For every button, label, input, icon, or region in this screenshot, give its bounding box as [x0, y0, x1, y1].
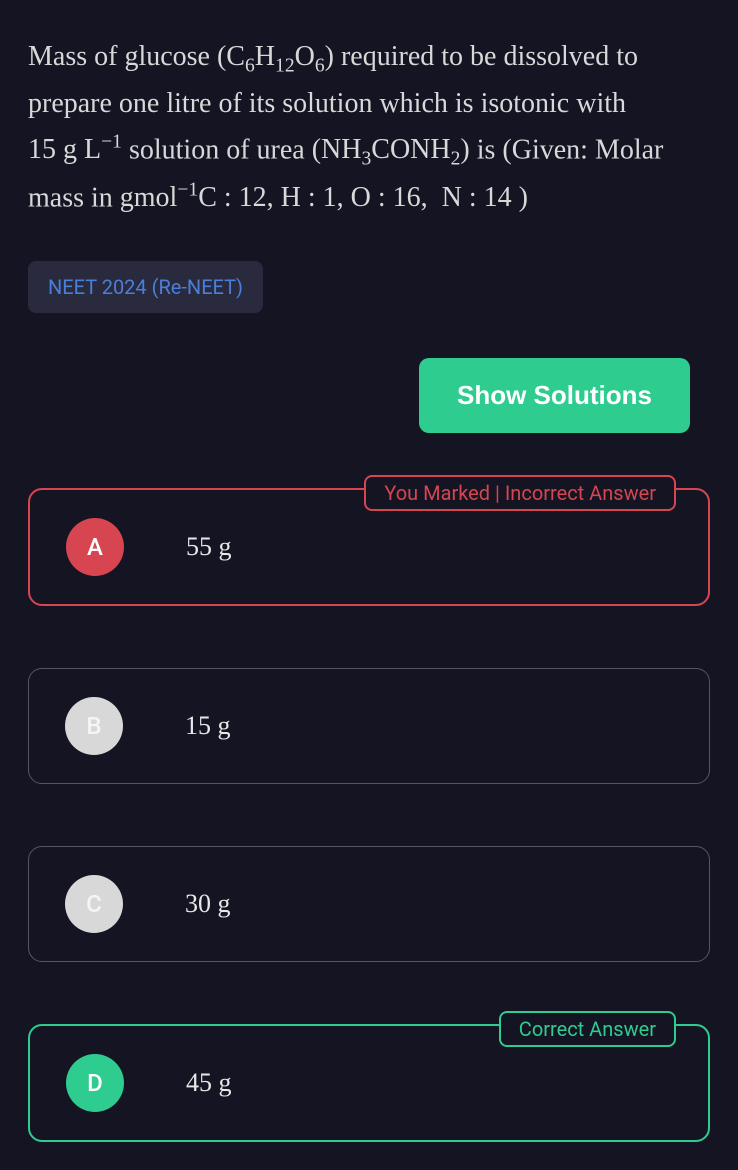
option-text-c: 30 g [185, 889, 231, 919]
badge-incorrect: You Marked | Incorrect Answer [364, 475, 676, 511]
badge-correct: Correct Answer [499, 1011, 676, 1047]
option-text-d: 45 g [186, 1068, 232, 1098]
option-letter-c: C [65, 875, 123, 933]
option-letter-a: A [66, 518, 124, 576]
exam-tag: NEET 2024 (Re-NEET) [28, 261, 263, 313]
show-solutions-button[interactable]: Show Solutions [419, 358, 690, 433]
option-letter-d: D [66, 1054, 124, 1112]
option-d[interactable]: Correct Answer D 45 g [28, 1024, 710, 1142]
option-letter-b: B [65, 697, 123, 755]
question-text: Mass of glucose (C6H12O6) required to be… [0, 0, 738, 221]
option-b[interactable]: B 15 g [28, 668, 710, 784]
option-text-b: 15 g [185, 711, 231, 741]
option-a[interactable]: You Marked | Incorrect Answer A 55 g [28, 488, 710, 606]
options-container: You Marked | Incorrect Answer A 55 g B 1… [0, 488, 738, 1142]
option-text-a: 55 g [186, 532, 232, 562]
option-c[interactable]: C 30 g [28, 846, 710, 962]
